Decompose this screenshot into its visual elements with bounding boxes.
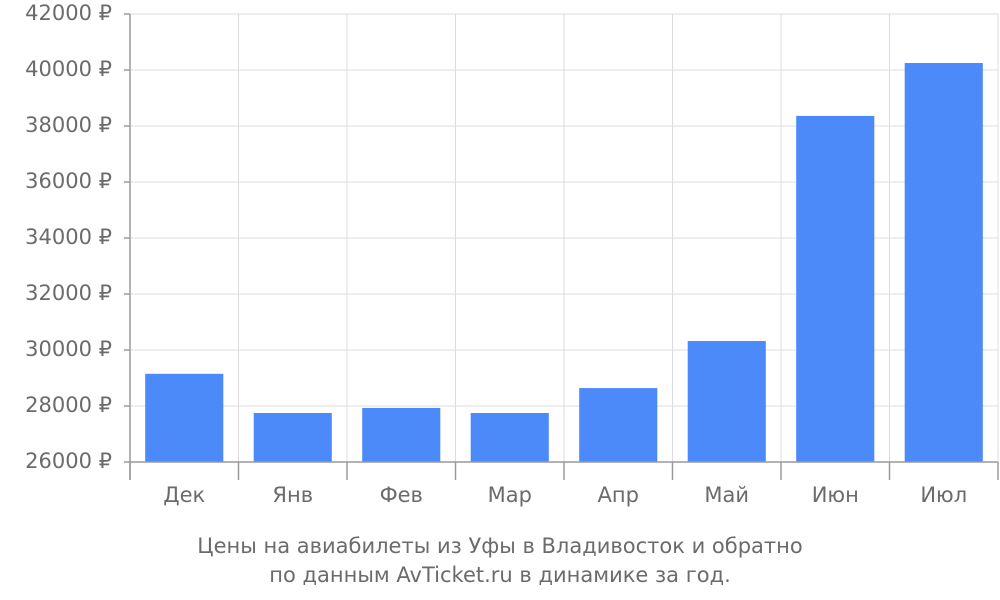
bar [470,413,549,462]
y-tick-label: 42000 ₽ [25,1,112,25]
bar [362,407,441,462]
bar [145,373,224,462]
x-tick-label: Янв [272,483,313,507]
x-tick-label: Июл [920,483,967,507]
y-tick-label: 40000 ₽ [25,57,112,81]
bar [687,341,766,462]
bar [579,388,658,462]
x-tick-label: Дек [163,483,205,507]
chart-title: по данным AvTicket.ru в динамике за год. [269,563,731,587]
x-tick-label: Апр [598,483,639,507]
y-tick-label: 26000 ₽ [25,449,112,473]
y-tick-label: 28000 ₽ [25,393,112,417]
x-tick-label: Май [704,483,749,507]
x-tick-label: Мар [488,483,532,507]
chart-title: Цены на авиабилеты из Уфы в Владивосток … [197,534,802,558]
bar [796,115,875,463]
y-tick-label: 38000 ₽ [25,113,112,137]
x-tick-label: Июн [812,483,859,507]
bar [253,413,332,462]
y-tick-label: 32000 ₽ [25,281,112,305]
y-tick-label: 36000 ₽ [25,169,112,193]
bar [904,63,983,462]
x-tick-label: Фев [380,483,423,507]
y-tick-label: 30000 ₽ [25,337,112,361]
y-tick-label: 34000 ₽ [25,225,112,249]
